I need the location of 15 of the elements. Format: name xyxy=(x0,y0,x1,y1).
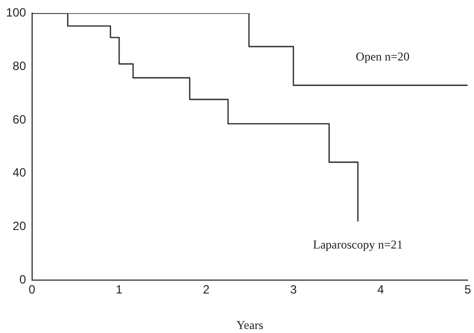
series-label: Laparoscopy n=21 xyxy=(313,238,403,252)
y-tick-label: 60 xyxy=(12,112,26,126)
x-tick-label: 2 xyxy=(202,282,210,297)
x-tick-label: 1 xyxy=(116,282,123,297)
y-tick-label: 0 xyxy=(19,272,26,287)
x-tick-label: 3 xyxy=(290,282,298,297)
x-tick-label: 4 xyxy=(377,282,384,297)
x-tick-label: 0 xyxy=(28,282,36,297)
x-tick-label: 5 xyxy=(464,282,472,297)
y-tick-label: 100 xyxy=(6,6,26,20)
y-tick-label: 80 xyxy=(12,58,26,73)
series-label: Open n=20 xyxy=(356,49,410,64)
y-tick-label: 40 xyxy=(12,166,26,180)
y-tick-label: 20 xyxy=(12,219,26,234)
x-axis-title: Years xyxy=(236,318,264,332)
